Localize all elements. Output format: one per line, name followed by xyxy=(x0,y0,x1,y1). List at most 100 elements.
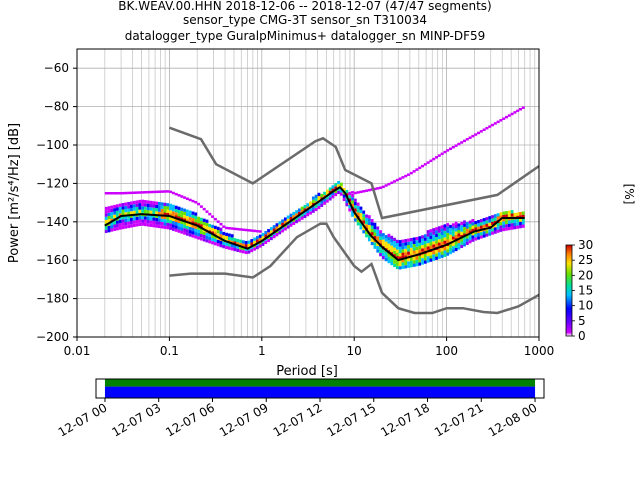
density-cell xyxy=(477,236,480,240)
density-cell xyxy=(404,245,408,249)
density-cell xyxy=(409,264,413,268)
density-cell xyxy=(107,206,111,210)
density-cell xyxy=(208,240,212,244)
density-cell xyxy=(334,192,338,197)
density-cell xyxy=(185,222,189,226)
density-cell xyxy=(401,242,405,247)
density-cell xyxy=(202,225,206,229)
outlier-cell xyxy=(132,191,136,194)
density-cell xyxy=(401,249,405,253)
outlier-cell xyxy=(152,190,156,194)
density-cell xyxy=(398,256,402,260)
density-cell xyxy=(213,229,217,233)
density-cell xyxy=(155,208,158,212)
density-cell xyxy=(409,241,413,245)
density-cell xyxy=(155,214,158,218)
density-cell xyxy=(468,230,472,234)
density-cell xyxy=(138,216,142,220)
density-cell xyxy=(174,228,178,232)
density-cell xyxy=(107,216,111,220)
density-cell xyxy=(124,222,128,226)
density-cell xyxy=(110,225,114,229)
density-cell xyxy=(328,197,332,201)
density-cell xyxy=(384,241,388,245)
density-cell xyxy=(435,256,438,260)
density-cell xyxy=(205,219,209,223)
density-cell xyxy=(169,223,172,227)
density-cell xyxy=(174,205,178,209)
density-cell xyxy=(449,237,452,242)
density-cell xyxy=(113,211,117,215)
outlier-cell xyxy=(222,225,226,228)
density-cell xyxy=(507,223,511,227)
density-cell xyxy=(185,232,189,236)
density-cell xyxy=(395,243,399,247)
density-cell xyxy=(264,240,268,245)
density-cell xyxy=(381,236,385,240)
density-cell xyxy=(365,230,368,235)
density-cell xyxy=(367,238,371,242)
density-cell xyxy=(491,215,494,219)
density-cell xyxy=(401,265,405,269)
density-cell xyxy=(446,245,450,250)
density-cell xyxy=(118,223,122,227)
density-cell xyxy=(317,196,321,200)
density-cell xyxy=(163,209,167,213)
outlier-cell xyxy=(407,173,411,176)
density-cell xyxy=(320,200,324,204)
density-cell xyxy=(124,202,128,206)
outlier-cell xyxy=(129,191,133,195)
density-cell xyxy=(398,266,402,270)
title-line-1: BK.WEAV.00.HHN 2018-12-06 -- 2018-12-07 … xyxy=(118,0,491,13)
density-cell xyxy=(471,228,475,233)
density-cell xyxy=(373,235,377,240)
y-tick-label: −60 xyxy=(44,61,69,75)
density-cell xyxy=(485,223,489,227)
x-tick-label: 0.01 xyxy=(64,344,91,358)
density-cell xyxy=(149,217,153,221)
density-cell xyxy=(463,236,466,240)
density-cell xyxy=(446,252,450,256)
outlier-cell xyxy=(521,106,525,109)
density-cell xyxy=(440,254,444,258)
density-cell xyxy=(275,226,279,230)
density-cell xyxy=(521,221,525,225)
density-cell xyxy=(188,210,192,214)
outlier-cell xyxy=(465,138,469,141)
density-cell xyxy=(191,211,195,215)
density-cell xyxy=(236,248,240,252)
density-cell xyxy=(152,217,156,221)
density-cell xyxy=(121,219,125,223)
density-cell xyxy=(166,219,170,223)
density-cell xyxy=(435,250,438,254)
density-cell xyxy=(230,234,234,238)
density-cell xyxy=(463,220,466,224)
density-cell xyxy=(104,219,108,224)
density-cell xyxy=(351,197,354,201)
density-cell xyxy=(194,228,198,233)
density-cell xyxy=(521,224,525,228)
outlier-cell xyxy=(457,142,461,146)
density-cell xyxy=(278,221,282,225)
density-cell xyxy=(331,191,335,196)
y-tick-label: −180 xyxy=(36,292,69,306)
density-cell xyxy=(451,233,455,237)
density-cell xyxy=(393,254,396,258)
density-cell xyxy=(387,233,391,238)
density-cell xyxy=(463,226,466,231)
density-cell xyxy=(474,224,478,228)
outlier-cell xyxy=(471,134,475,138)
density-cell xyxy=(370,228,374,233)
density-cell xyxy=(222,241,226,245)
density-cell xyxy=(465,231,469,236)
density-cell xyxy=(185,216,189,220)
density-cell xyxy=(468,227,472,231)
density-cell xyxy=(146,210,150,214)
density-cell xyxy=(135,219,139,224)
density-cell xyxy=(146,203,150,207)
density-cell xyxy=(297,211,301,215)
density-cell xyxy=(130,207,133,212)
density-cell xyxy=(390,245,394,249)
density-cell xyxy=(423,247,427,251)
x-tick-label: 1 xyxy=(258,344,266,358)
